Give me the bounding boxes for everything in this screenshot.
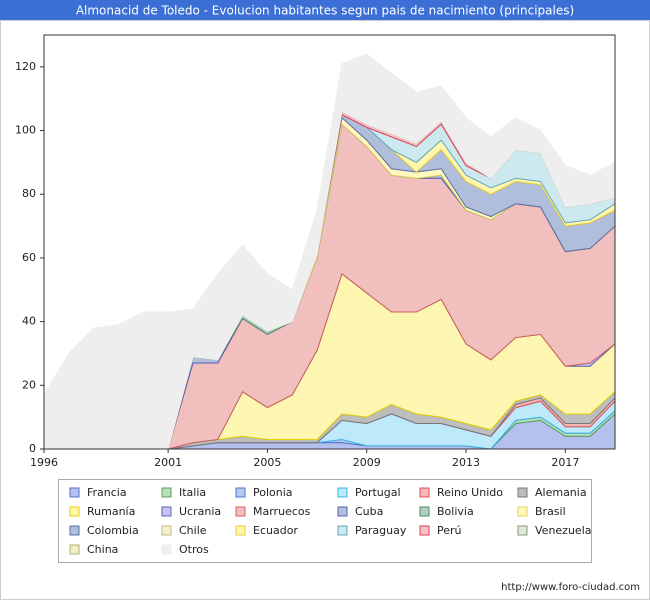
legend-label: Reino Unido — [437, 486, 503, 499]
legend-swatch — [419, 487, 430, 498]
legend-label: Alemania — [535, 486, 587, 499]
legend-swatch — [517, 506, 528, 517]
legend-swatch — [517, 525, 528, 536]
y-tick-label: 0 — [29, 442, 36, 455]
legend-label: China — [87, 543, 118, 556]
legend-swatch — [235, 487, 246, 498]
legend-swatch — [161, 525, 172, 536]
legend-swatch — [337, 525, 348, 536]
legend-label: Cuba — [355, 505, 383, 518]
legend-swatch — [69, 544, 80, 555]
legend-label: Marruecos — [253, 505, 311, 518]
legend-label: Ecuador — [253, 524, 298, 537]
legend-label: Rumanía — [87, 505, 135, 518]
legend-label: Francia — [87, 486, 127, 499]
x-tick-label: 2005 — [253, 456, 281, 469]
legend-swatch — [517, 487, 528, 498]
x-tick-label: 1996 — [30, 456, 58, 469]
y-tick-label: 20 — [22, 378, 36, 391]
legend-label: Bolivia — [437, 505, 474, 518]
x-tick-label: 2009 — [353, 456, 381, 469]
x-tick-label: 2017 — [551, 456, 579, 469]
legend — [58, 479, 592, 563]
plot-area — [43, 53, 616, 450]
legend-swatch — [161, 487, 172, 498]
legend-label: Perú — [437, 524, 462, 537]
x-tick-label: 2001 — [154, 456, 182, 469]
legend-label: Colombia — [87, 524, 139, 537]
legend-swatch — [69, 525, 80, 536]
legend-label: Ucrania — [179, 505, 221, 518]
legend-label: Venezuela — [535, 524, 592, 537]
legend-swatch — [235, 525, 246, 536]
legend-label: Polonia — [253, 486, 293, 499]
legend-label: Otros — [179, 543, 209, 556]
legend-swatch — [337, 487, 348, 498]
legend-swatch — [161, 506, 172, 517]
legend-swatch — [419, 525, 430, 536]
legend-label: Paraguay — [355, 524, 407, 537]
y-tick-label: 100 — [15, 124, 36, 137]
legend-swatch — [419, 506, 430, 517]
legend-swatch — [337, 506, 348, 517]
y-tick-label: 120 — [15, 60, 36, 73]
legend-swatch — [69, 487, 80, 498]
legend-label: Portugal — [355, 486, 401, 499]
legend-label: Chile — [179, 524, 207, 537]
y-tick-label: 40 — [22, 315, 36, 328]
plot-border — [43, 34, 616, 450]
y-tick-label: 80 — [22, 187, 36, 200]
legend-swatch — [235, 506, 246, 517]
x-tick-label: 2013 — [452, 456, 480, 469]
chart-title: Almonacid de Toledo - Evolucion habitant… — [76, 4, 574, 18]
legend-swatch — [161, 544, 172, 555]
legend-label: Brasil — [535, 505, 566, 518]
legend-swatch — [69, 506, 80, 517]
source: http://www.foro-ciudad.com — [501, 582, 640, 593]
y-tick-label: 60 — [22, 251, 36, 264]
header-bar — [0, 0, 650, 20]
legend-label: Italia — [179, 486, 206, 499]
